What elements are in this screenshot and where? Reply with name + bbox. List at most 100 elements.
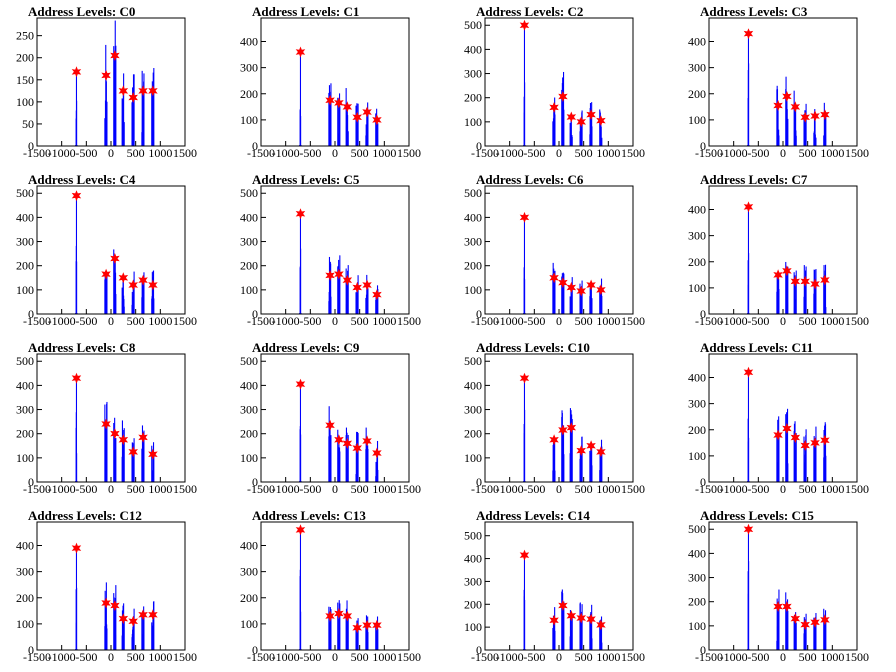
axes-frame	[708, 353, 858, 483]
x-tick-label: -1500	[23, 482, 51, 496]
panel-title: Address Levels: C3	[700, 4, 808, 19]
y-tick-label: 300	[688, 229, 706, 243]
y-tick-label: 400	[464, 42, 482, 56]
y-tick-label: 100	[16, 451, 34, 465]
x-tick-label: 0	[332, 146, 338, 160]
panel-c11: Address Levels: C11 0 100 200 300 400 -1500-10…	[688, 340, 869, 496]
peak-marker	[549, 614, 559, 626]
panel-c9: Address Levels: C90100200300400500-1500-…	[240, 340, 421, 496]
y-tick-label: 200	[464, 259, 482, 273]
y-tick-label: 200	[688, 255, 706, 269]
peak-marker	[362, 279, 372, 291]
y-tick-label: 0	[700, 307, 706, 321]
y-tick-label: 100	[688, 449, 706, 463]
peak-marker	[810, 437, 820, 449]
peak-marker	[342, 101, 353, 113]
y-tick-label: 0	[476, 307, 482, 321]
x-tick-label: 0	[332, 314, 338, 328]
x-tick-label: -1500	[247, 314, 275, 328]
peak-marker	[342, 274, 353, 286]
panel-title: Address Levels: C9	[252, 340, 360, 355]
peak-marker	[101, 597, 111, 609]
x-tick-label: 500	[575, 314, 593, 328]
peak-marker	[519, 211, 530, 223]
y-tick-label: 0	[476, 643, 482, 657]
x-tick-label: 500	[799, 314, 817, 328]
panel-title: Address Levels: C0	[28, 4, 135, 19]
peak-marker	[586, 109, 596, 121]
peak-marker	[743, 523, 754, 535]
peak-marker	[148, 279, 158, 291]
x-tick-label: -1000	[48, 146, 76, 160]
x-tick-label: 1000	[372, 650, 396, 664]
x-tick-label: 0	[108, 146, 114, 160]
peak-marker	[138, 274, 148, 286]
peak-marker	[743, 201, 754, 213]
peak-marker	[101, 69, 111, 81]
y-tick-label: 100	[688, 281, 706, 295]
x-tick-label: -1000	[48, 650, 76, 664]
peak-marker	[352, 622, 362, 634]
y-tick-label: 100	[688, 619, 706, 633]
peak-marker	[596, 115, 606, 127]
peak-marker	[138, 609, 148, 621]
peak-marker	[334, 268, 344, 280]
peak-marker	[800, 439, 810, 451]
peak-marker	[372, 447, 382, 459]
panel-c14: Address Levels: C14 0 100 200 300 400 500 -1500…	[464, 508, 645, 664]
peak-marker	[352, 442, 362, 454]
y-tick-label: 0	[700, 139, 706, 153]
y-tick-label: 200	[464, 597, 482, 611]
peak-marker	[128, 91, 138, 103]
peak-marker	[101, 268, 111, 280]
peak-marker	[138, 431, 148, 443]
x-tick-label: 500	[127, 650, 145, 664]
peak-marker	[110, 600, 120, 612]
peak-marker	[586, 279, 596, 291]
peak-marker	[566, 610, 577, 622]
x-tick-label: -1500	[471, 482, 499, 496]
y-tick-label: 200	[16, 427, 34, 441]
y-tick-label: 100	[16, 283, 34, 297]
y-tick-label: 100	[464, 451, 482, 465]
peak-marker	[596, 619, 606, 631]
x-tick-label: 0	[108, 314, 114, 328]
peak-marker	[566, 111, 577, 123]
peak-marker	[372, 289, 382, 301]
y-tick-label: 100	[688, 113, 706, 127]
x-tick-label: -1000	[720, 314, 748, 328]
panel-title: Address Levels: C12	[28, 508, 142, 523]
y-tick-label: 200	[16, 591, 34, 605]
x-tick-label: -1000	[496, 314, 524, 328]
y-tick-label: 100	[464, 620, 482, 634]
peak-marker	[743, 28, 754, 40]
peak-marker	[295, 524, 306, 536]
peak-marker	[325, 94, 335, 106]
panel-title: Address Levels: C14	[476, 508, 590, 523]
x-tick-label: -500	[299, 314, 321, 328]
x-tick-label: -1000	[272, 482, 300, 496]
peak-marker	[71, 190, 82, 202]
panel-title: Address Levels: C11	[700, 340, 813, 355]
y-tick-label: 400	[688, 35, 706, 49]
y-tick-label: 200	[688, 423, 706, 437]
axes-frame	[708, 521, 858, 651]
peak-marker	[110, 50, 120, 61]
panel-c7: Address Levels: C7 0 100 200 300 400 -1500-100…	[688, 172, 869, 328]
peak-marker	[810, 110, 820, 122]
x-tick-label: 1000	[372, 314, 396, 328]
x-tick-label: 0	[780, 482, 786, 496]
peak-marker	[782, 601, 792, 612]
peak-marker	[362, 435, 372, 447]
y-tick-label: 300	[16, 403, 34, 417]
peak-marker	[743, 366, 754, 378]
x-tick-label: 500	[575, 650, 593, 664]
x-tick-label: 1000	[820, 146, 844, 160]
peak-marker	[110, 428, 120, 440]
peak-marker	[820, 274, 830, 286]
peak-marker	[782, 422, 792, 434]
x-tick-label: -500	[299, 482, 321, 496]
x-tick-label: 1500	[397, 146, 421, 160]
y-tick-label: 100	[464, 115, 482, 129]
x-tick-label: -500	[523, 314, 545, 328]
